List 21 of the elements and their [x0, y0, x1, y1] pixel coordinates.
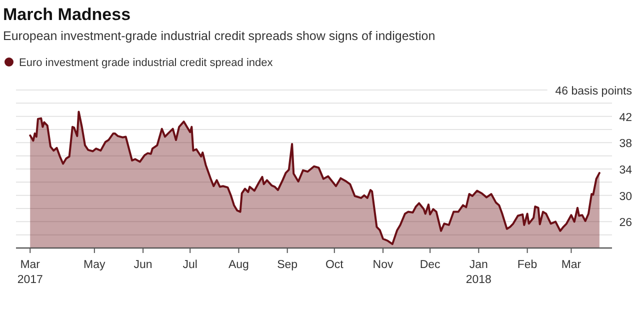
x-tick-label: Feb: [517, 259, 538, 271]
y-tick-label: 38: [619, 138, 632, 150]
x-tick-label: Aug: [228, 259, 249, 271]
y-tick-label: 46 basis points: [555, 86, 632, 98]
x-tick-label: Nov: [372, 259, 394, 271]
y-tick-label: 34: [619, 164, 633, 176]
x-tick-label: Mar: [561, 259, 582, 271]
x-tick-label: Jun: [134, 259, 152, 271]
chart-subtitle: European investment-grade industrial credit spreads show signs of indigestion: [3, 29, 436, 43]
x-tick-label: Mar 2017: [17, 259, 43, 286]
y-tick-label: 30: [619, 190, 632, 203]
x-tick-label: May: [84, 259, 106, 271]
x-tick-label: Jan 2018: [466, 259, 492, 286]
y-tick-label: 42: [619, 112, 632, 124]
y-tick-label: 26: [619, 217, 632, 230]
chart-title: March Madness: [3, 5, 131, 24]
x-tick-label: Sep: [277, 259, 298, 271]
x-tick-label: Dec: [420, 259, 441, 271]
x-tick-label: Oct: [325, 259, 344, 271]
x-tick-label: Jul: [182, 259, 198, 271]
legend-label: Euro investment grade industrial credit spread index: [19, 57, 274, 69]
